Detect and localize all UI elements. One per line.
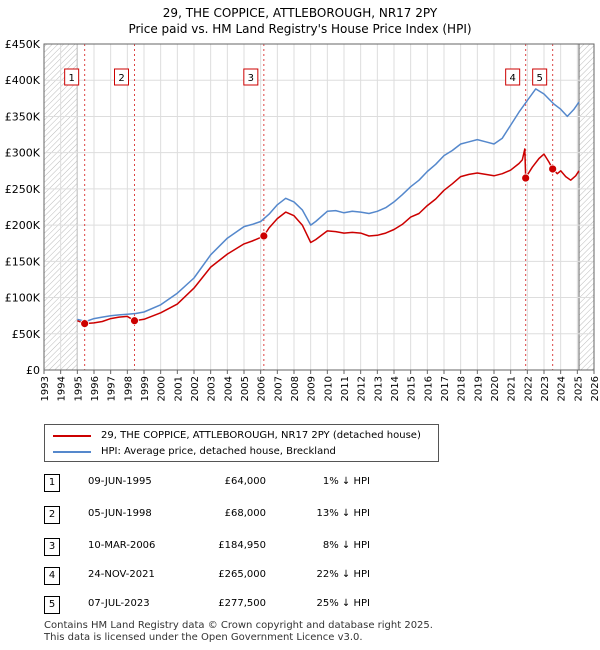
transaction-price: £265,000	[218, 569, 266, 580]
footer-licence: This data is licensed under the Open Gov…	[44, 632, 363, 643]
legend-swatch-hpi	[53, 450, 91, 453]
x-tick-label: 2022	[523, 376, 534, 401]
transaction-date: 07-JUL-2023	[88, 598, 150, 609]
transaction-number: 2	[44, 506, 60, 524]
transaction-date: 05-JUN-1998	[88, 508, 152, 519]
transaction-point	[521, 173, 531, 183]
y-tick-label: £150K	[5, 255, 41, 268]
chart-subtitle: Price paid vs. HM Land Registry's House …	[128, 22, 472, 36]
x-tick-label: 2005	[240, 376, 251, 401]
transaction-label-box	[243, 68, 259, 86]
x-tick-label: 1994	[57, 376, 68, 401]
legend-label-property: 29, THE COPPICE, ATTLEBOROUGH, NR17 2PY …	[101, 430, 421, 441]
transaction-point	[259, 231, 269, 241]
x-tick-label: 2016	[423, 376, 434, 401]
y-tick-label: £200K	[5, 219, 41, 232]
transaction-price: £64,000	[224, 476, 266, 487]
x-tick-label: 2013	[373, 376, 384, 401]
x-tick-label: 2023	[540, 376, 551, 401]
x-tick-label: 1995	[73, 376, 84, 401]
transaction-price: £68,000	[224, 508, 266, 519]
transaction-point	[548, 164, 558, 174]
property-price-line	[77, 148, 580, 325]
chart-legend: 29, THE COPPICE, ATTLEBOROUGH, NR17 2PY …	[44, 424, 439, 462]
x-tick-label: 2003	[207, 376, 218, 401]
x-tick-label: 1997	[107, 376, 118, 401]
x-tick-label: 2004	[223, 376, 234, 401]
y-tick-label: £400K	[5, 74, 41, 87]
transaction-label-box	[532, 68, 548, 86]
y-tick-label: £0	[26, 364, 40, 377]
x-tick-label: 2009	[307, 376, 318, 401]
x-tick-label: 2019	[473, 376, 484, 401]
transaction-number: 5	[44, 596, 60, 614]
x-tick-label: 2006	[257, 376, 268, 401]
transaction-hpi-diff: 22% ↓ HPI	[316, 569, 370, 580]
chart-title: 29, THE COPPICE, ATTLEBOROUGH, NR17 2PY	[162, 6, 438, 20]
transaction-label: 1	[68, 73, 74, 84]
legend-label-hpi: HPI: Average price, detached house, Brec…	[101, 446, 336, 457]
transaction-hpi-diff: 25% ↓ HPI	[316, 598, 370, 609]
transaction-hpi-diff: 8% ↓ HPI	[322, 540, 370, 551]
y-tick-label: £450K	[5, 38, 41, 51]
transaction-label: 4	[509, 73, 515, 84]
x-tick-label: 2011	[340, 376, 351, 401]
x-tick-label: 2008	[290, 376, 301, 401]
transaction-label: 5	[536, 73, 542, 84]
y-tick-label: £350K	[5, 110, 41, 123]
transaction-point	[130, 316, 139, 326]
transaction-date: 09-JUN-1995	[88, 476, 152, 487]
transaction-number: 4	[44, 567, 60, 585]
x-tick-label: 2000	[157, 376, 168, 401]
x-tick-label: 2015	[407, 376, 418, 401]
transaction-price: £184,950	[218, 540, 266, 551]
x-tick-label: 2021	[507, 376, 518, 401]
legend-item-hpi: HPI: Average price, detached house, Brec…	[53, 446, 336, 457]
legend-swatch-property	[53, 434, 91, 437]
x-tick-label: 2012	[357, 376, 368, 401]
x-tick-label: 1998	[123, 376, 134, 401]
x-tick-label: 2025	[573, 376, 584, 401]
x-tick-label: 2026	[590, 376, 600, 401]
transaction-number: 1	[44, 474, 60, 492]
y-tick-label: £300K	[5, 147, 41, 160]
x-tick-label: 2017	[440, 376, 451, 401]
y-tick-label: £50K	[12, 328, 41, 341]
hpi-line	[77, 88, 580, 323]
footer-copyright: Contains HM Land Registry data © Crown c…	[44, 620, 433, 631]
x-tick-label: 2007	[273, 376, 284, 401]
hatched-region	[579, 44, 594, 370]
plot-background	[44, 44, 594, 370]
price-chart: 1 2 3 4 5 1993 1994 1995 1996 1997 1998 1999 2000 20…	[5, 38, 600, 401]
x-tick-label: 2001	[173, 376, 184, 401]
plot-frame	[43, 43, 595, 371]
x-tick-label: 2020	[490, 376, 501, 401]
y-tick-label: £100K	[5, 292, 41, 305]
x-tick-label: 2024	[557, 376, 568, 401]
x-tick-label: 2010	[323, 376, 334, 401]
x-tick-label: 2014	[390, 376, 401, 401]
transaction-label: 3	[248, 73, 254, 84]
transaction-hpi-diff: 13% ↓ HPI	[316, 508, 370, 519]
transaction-label-box	[114, 68, 129, 86]
x-tick-label: 1993	[40, 376, 51, 401]
x-tick-label: 2018	[457, 376, 468, 401]
transaction-label: 2	[118, 73, 124, 84]
transaction-hpi-diff: 1% ↓ HPI	[322, 476, 370, 487]
transaction-date: 24-NOV-2021	[88, 569, 155, 580]
x-tick-label: 1999	[140, 376, 151, 401]
x-tick-label: 2002	[190, 376, 201, 401]
transaction-number: 3	[44, 538, 60, 556]
transaction-date: 10-MAR-2006	[88, 540, 156, 551]
transaction-label-box	[505, 68, 521, 86]
transaction-label-box	[64, 68, 80, 86]
y-tick-label: £250K	[5, 183, 41, 196]
x-tick-label: 1996	[90, 376, 101, 401]
transaction-point	[80, 319, 90, 329]
legend-item-property: 29, THE COPPICE, ATTLEBOROUGH, NR17 2PY …	[53, 430, 421, 441]
transaction-price: £277,500	[218, 598, 266, 609]
